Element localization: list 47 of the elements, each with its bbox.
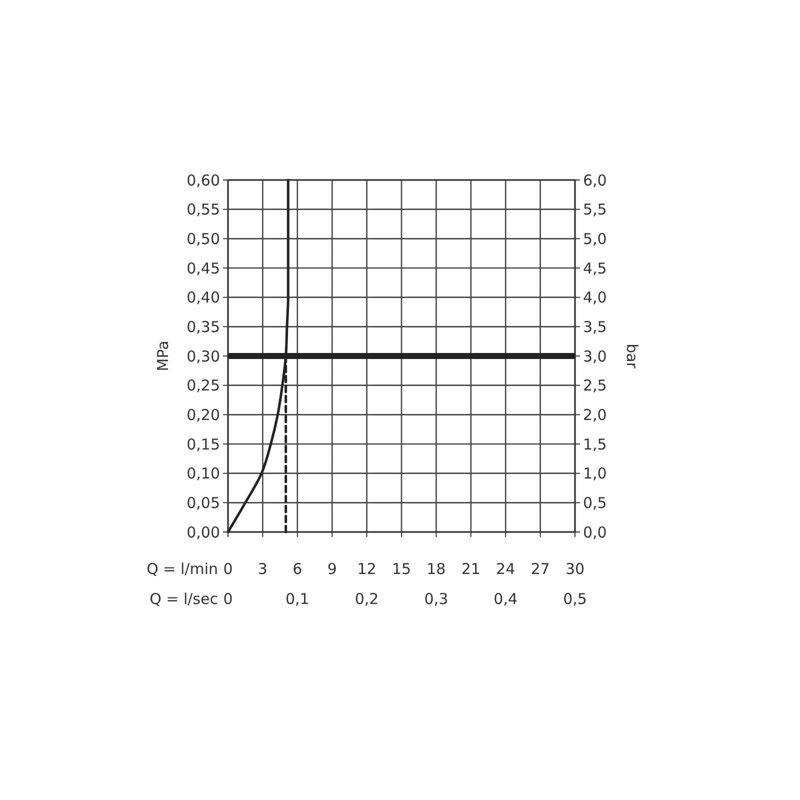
x2-tick-label: 0,4 <box>494 590 518 608</box>
y-axis-title: MPa <box>154 340 172 372</box>
x-tick-label: 9 <box>327 560 337 578</box>
y-tick-label: 0,10 <box>186 464 220 483</box>
y2-tick-label: 2,5 <box>583 376 607 395</box>
x-tick-label: 24 <box>496 560 516 578</box>
y2-tick-label: 4,0 <box>583 288 607 307</box>
x-tick-label: 21 <box>461 560 480 578</box>
y2-tick-label: 2,0 <box>583 406 607 424</box>
y2-tick-label: 5,0 <box>583 230 607 248</box>
y2-tick-label: 1,0 <box>583 464 607 483</box>
x2-tick-label: 0,3 <box>424 590 448 608</box>
x-tick-label: 30 <box>565 560 585 578</box>
y-tick-label: 0,45 <box>186 259 220 278</box>
y-tick-label: 0,00 <box>186 523 220 542</box>
y2-tick-label: 6,0 <box>583 171 607 190</box>
x-tick-label: 27 <box>530 560 550 578</box>
y-tick-label: 0,60 <box>186 171 220 190</box>
x-tick-label: 0 <box>223 560 233 578</box>
x-tick-label: 12 <box>357 560 376 578</box>
y-tick-label: 0,20 <box>186 406 220 424</box>
y2-tick-label: 3,0 <box>583 347 607 366</box>
y2-axis-title: bar <box>623 344 641 370</box>
y2-tick-label: 5,5 <box>583 200 607 219</box>
y-tick-label: 0,25 <box>186 376 220 395</box>
x-tick-label: 3 <box>258 560 268 578</box>
y2-tick-label: 0,0 <box>583 523 607 542</box>
y-tick-label: 0,05 <box>186 494 220 512</box>
y2-tick-label: 3,5 <box>583 318 607 336</box>
x2-tick-label: 0,1 <box>285 590 310 608</box>
x2-tick-label: 0,5 <box>563 590 587 608</box>
x2-axis-title: Q = l/sec <box>150 590 218 608</box>
x-tick-label: 18 <box>426 560 446 578</box>
y2-tick-label: 0,5 <box>583 494 607 512</box>
y-tick-label: 0,35 <box>186 318 220 336</box>
y2-tick-label: 1,5 <box>583 435 607 454</box>
y-tick-label: 0,50 <box>186 230 220 248</box>
x2-tick-label: 0 <box>223 590 233 608</box>
x-axis-title: Q = l/min <box>146 560 218 578</box>
y-tick-label: 0,30 <box>186 347 220 366</box>
y-tick-label: 0,40 <box>186 288 220 307</box>
x2-tick-label: 0,2 <box>354 590 379 608</box>
y2-tick-label: 4,5 <box>583 259 607 278</box>
x-tick-label: 15 <box>392 560 412 578</box>
x-tick-label: 6 <box>292 560 302 578</box>
y-tick-label: 0,55 <box>186 200 220 219</box>
y-tick-label: 0,15 <box>186 435 220 454</box>
